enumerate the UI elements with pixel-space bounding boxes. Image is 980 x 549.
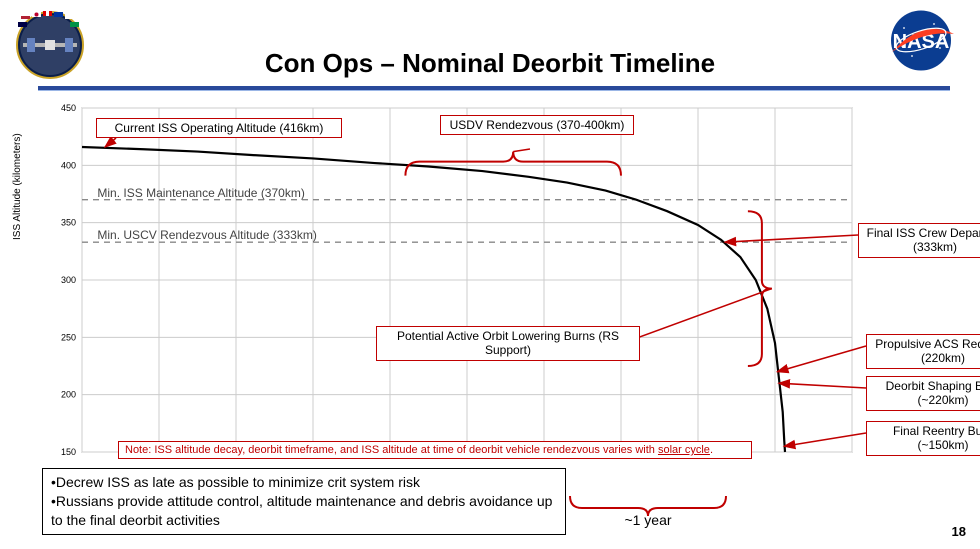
note-solar-cycle: Note: ISS altitude decay, deorbit timefr… [118,441,752,459]
year-span-label: ~1 year [608,512,688,528]
callout-operating-altitude: Current ISS Operating Altitude (416km) [96,118,342,138]
svg-text:350: 350 [61,218,76,228]
callout-usdv-rendezvous: USDV Rendezvous (370-400km) [440,115,634,135]
bullet-item: •Decrew ISS as late as possible to minim… [51,473,557,492]
bullet-item: •Russians provide attitude control, alti… [51,492,557,530]
slide-title: Con Ops – Nominal Deorbit Timeline [0,48,980,79]
svg-text:400: 400 [61,160,76,170]
page-number: 18 [952,524,966,539]
svg-text:200: 200 [61,390,76,400]
callout-reentry-burn: Final Reentry Burn (~150km) [866,421,980,456]
callout-lowering-burns: Potential Active Orbit Lowering Burns (R… [376,326,640,361]
svg-text:250: 250 [61,332,76,342]
bullets-box: •Decrew ISS as late as possible to minim… [42,468,566,535]
y-axis-label: ISS Altitude (kilometers) [12,133,23,240]
note-text-b: . [710,444,713,456]
callout-crew-departure: Final ISS Crew Departure (333km) [858,223,980,258]
svg-text:150: 150 [61,447,76,457]
ref-line-label-370: Min. ISS Maintenance Altitude (370km) [97,186,304,200]
ref-line-label-333: Min. USCV Rendezvous Altitude (333km) [97,228,316,242]
chart: 150 200 250 300 350 400 450 [38,104,858,464]
svg-text:450: 450 [61,103,76,113]
callout-acs-required: Propulsive ACS Required (220km) [866,334,980,369]
svg-text:300: 300 [61,275,76,285]
note-text-u: solar cycle [658,444,710,456]
callout-shaping-burn: Deorbit Shaping Burn (~220km) [866,376,980,411]
title-rule [38,86,950,91]
note-text-a: Note: ISS altitude decay, deorbit timefr… [125,444,658,456]
slide: { "title": "Con Ops – Nominal Deorbit Ti… [0,0,980,549]
